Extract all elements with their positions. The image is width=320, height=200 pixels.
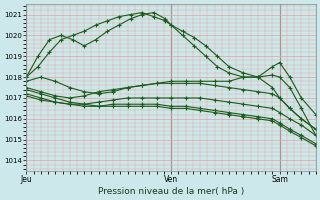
- X-axis label: Pression niveau de la mer( hPa ): Pression niveau de la mer( hPa ): [98, 187, 244, 196]
